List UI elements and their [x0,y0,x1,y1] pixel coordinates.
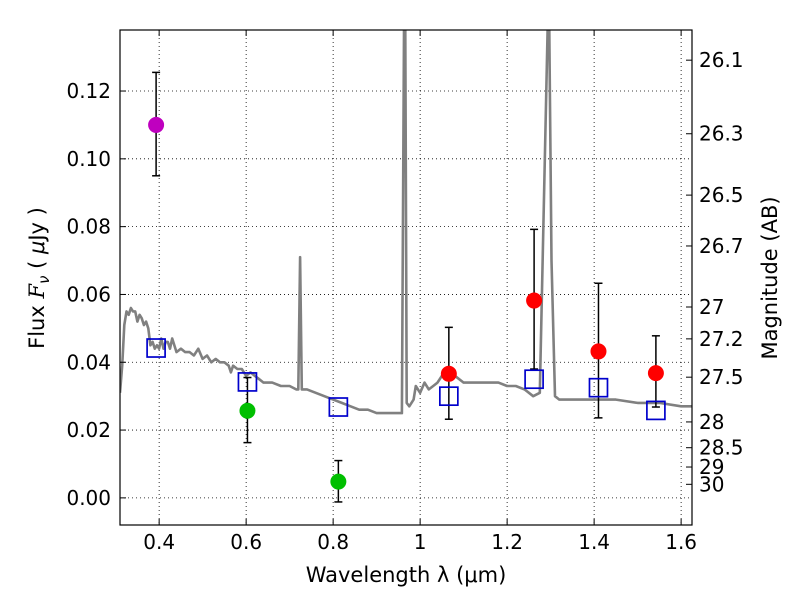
mag-tick-label: 27.2 [699,327,744,351]
mag-tick-label: 26.3 [699,122,744,146]
y2-axis-label: Magnitude (AB) [758,196,782,359]
red-point-marker [590,343,607,360]
green-point-marker [239,402,256,419]
y-tick-label: 0.06 [66,282,111,306]
y-label-prefix: Flux [25,299,49,349]
y-tick-label: 0.04 [66,350,111,374]
x-tick-label: 1.4 [578,530,610,554]
model-square-marker [146,338,166,358]
x-tick-label: 0.4 [143,530,175,554]
model-square-marker [588,377,609,398]
model-square-marker [328,397,349,417]
x-tick-label: 1 [414,530,427,554]
y-tick-label: 0.10 [66,147,111,171]
y-tick-label: 0.00 [66,486,111,510]
grid [120,30,692,525]
mag-tick-label: 28.5 [699,436,744,460]
model-square-marker [646,400,666,421]
x-tick-label: 1.2 [491,530,523,554]
mag-tick-label: 26.1 [699,48,744,72]
x-tick-label: 0.8 [317,530,349,554]
y-axis-label: Flux Fν ( μJy ) [25,207,53,349]
marker-layer [146,116,666,490]
spectrum-layer [120,30,692,415]
y-label-mu: μ [25,241,49,255]
tick-layer: 0.4 0.6 0.8 1 1.2 1.4 1.6 0.00 0.02 0.04 0.06 0.08 0… [66,30,744,554]
model-square-marker [237,372,258,392]
y-tick-label: 0.08 [66,215,111,239]
mag-tick-label: 27.5 [699,365,744,389]
x-tick-label: 0.6 [230,530,262,554]
plot-frame [119,29,693,526]
spectrum-line [120,30,692,415]
purple-point-marker [148,116,165,133]
y-label-subscript: ν [35,276,53,284]
y-label-unit: Jy ) [25,207,49,243]
mag-tick-label: 26.5 [699,183,744,207]
model-square-marker [438,386,459,407]
red-point-marker [440,365,457,382]
mag-tick-label: 29 [699,455,724,479]
y-tick-label: 0.12 [66,79,111,103]
green-point-marker [330,473,347,490]
y-label-open: ( [25,254,49,276]
mag-tick-label: 27 [699,295,724,319]
y-label-symbol: F [25,283,49,300]
y-tick-label: 0.02 [66,418,111,442]
mag-tick-label: 30 [699,472,724,496]
x-axis-label: Wavelength λ (μm) [306,563,507,587]
model-square-marker [524,369,544,390]
mag-tick-label: 28 [699,410,724,434]
red-point-marker [526,292,543,309]
red-point-marker [647,365,664,382]
x-tick-label: 1.6 [665,530,697,554]
mag-tick-label: 26.7 [699,234,744,258]
